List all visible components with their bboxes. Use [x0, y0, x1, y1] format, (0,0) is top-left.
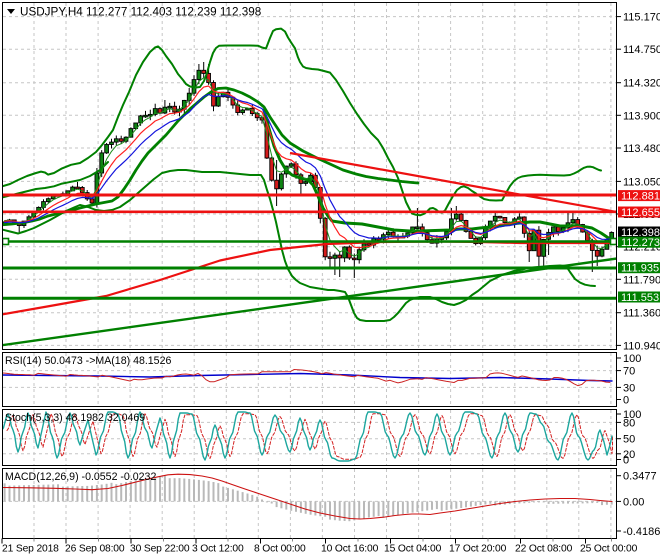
- svg-text:110.940: 110.940: [623, 340, 660, 352]
- svg-text:100: 100: [623, 353, 641, 365]
- svg-text:-0.4186: -0.4186: [623, 526, 660, 538]
- svg-text:21 Sep 2018: 21 Sep 2018: [2, 544, 59, 555]
- svg-text:26 Sep 08:00: 26 Sep 08:00: [65, 544, 125, 555]
- svg-text:MACD(12,26,9) -0.0552 -0.0232: MACD(12,26,9) -0.0552 -0.0232: [5, 471, 156, 483]
- svg-text:111.790: 111.790: [623, 274, 660, 286]
- svg-text:25 Oct 00:00: 25 Oct 00:00: [580, 544, 638, 555]
- svg-text:17 Oct 20:00: 17 Oct 20:00: [449, 544, 507, 555]
- svg-text:8 Oct 00:00: 8 Oct 00:00: [254, 544, 306, 555]
- svg-text:111.935: 111.935: [621, 263, 659, 275]
- svg-text:80: 80: [623, 417, 635, 429]
- svg-text:111.553: 111.553: [621, 292, 659, 304]
- svg-text:100: 100: [623, 409, 641, 421]
- svg-text:15 Oct 04:00: 15 Oct 04:00: [384, 544, 442, 555]
- svg-text:0.3477: 0.3477: [623, 471, 657, 483]
- svg-text:USDJPY,H4 112.277 112.403 112: USDJPY,H4 112.277 112.403 112.239 112.39…: [20, 6, 261, 19]
- svg-text:112.273: 112.273: [621, 237, 660, 249]
- svg-text:113.480: 113.480: [623, 143, 660, 155]
- svg-text:115.170: 115.170: [623, 12, 660, 24]
- svg-text:30: 30: [623, 382, 635, 394]
- svg-text:20: 20: [623, 449, 635, 461]
- svg-text:114.320: 114.320: [623, 78, 660, 90]
- svg-text:114.750: 114.750: [623, 44, 660, 56]
- svg-text:112.655: 112.655: [621, 207, 660, 219]
- svg-text:70: 70: [623, 366, 635, 378]
- svg-text:112.398: 112.398: [621, 227, 660, 239]
- svg-text:3 Oct 12:00: 3 Oct 12:00: [192, 544, 244, 555]
- svg-text:113.050: 113.050: [623, 176, 660, 188]
- svg-text:22 Oct 08:00: 22 Oct 08:00: [515, 544, 573, 555]
- svg-text:RSI(14) 50.0473 ->MA(18) 48.1: RSI(14) 50.0473 ->MA(18) 48.1526: [5, 355, 171, 367]
- svg-text:Stoch(5,3,3) 48.1982 32.0469: Stoch(5,3,3) 48.1982 32.0469: [5, 412, 145, 424]
- svg-text:0.00: 0.00: [623, 496, 644, 508]
- svg-text:0: 0: [623, 395, 629, 407]
- svg-text:30 Sep 22:00: 30 Sep 22:00: [130, 544, 190, 555]
- svg-text:50: 50: [623, 434, 635, 446]
- svg-text:113.900: 113.900: [623, 110, 660, 122]
- svg-text:10 Oct 16:00: 10 Oct 16:00: [321, 544, 379, 555]
- svg-text:112.881: 112.881: [621, 191, 660, 203]
- svg-text:0: 0: [623, 455, 629, 467]
- svg-text:111.360: 111.360: [623, 308, 660, 320]
